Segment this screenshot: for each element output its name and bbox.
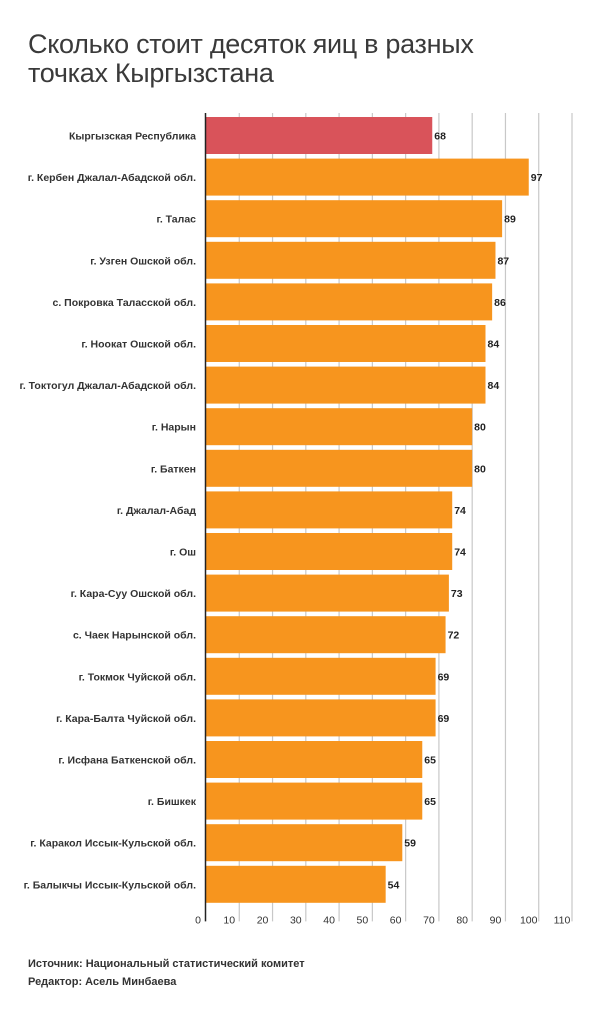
- tick-label: 70: [423, 914, 435, 926]
- value-label: 68: [434, 131, 446, 143]
- bar: [206, 657, 436, 695]
- category-label: г. Ноокат Ошской обл.: [81, 339, 196, 351]
- category-label: г. Каракол Иссык-Кульской обл.: [30, 838, 196, 850]
- category-label: г. Узген Ошской обл.: [90, 255, 196, 267]
- value-label: 74: [454, 505, 466, 517]
- bar: [206, 824, 403, 862]
- bar: [206, 408, 473, 446]
- category-label: г. Кербен Джалал-Абадской обл.: [28, 172, 196, 184]
- value-label: 84: [487, 380, 499, 392]
- value-label: 69: [438, 671, 450, 683]
- footer: Источник: Национальный статистический ко…: [28, 955, 305, 991]
- category-label: г. Кара-Суу Ошской обл.: [71, 588, 196, 600]
- bar: [206, 283, 493, 321]
- tick-label: 90: [490, 914, 502, 926]
- value-label: 73: [451, 588, 463, 600]
- category-label: г. Токтогул Джалал-Абадской обл.: [20, 380, 197, 392]
- value-label: 65: [424, 796, 436, 808]
- bars: [206, 117, 529, 903]
- value-label: 72: [448, 630, 460, 642]
- bar: [206, 158, 529, 196]
- tick-label: 110: [554, 914, 571, 926]
- chart-title-line-1: Сколько стоит десяток яиц в разных: [28, 29, 474, 59]
- chart-title: Сколько стоит десяток яиц в разных точка…: [28, 30, 588, 88]
- bar: [206, 241, 496, 279]
- value-label: 84: [487, 339, 499, 351]
- value-label: 89: [504, 214, 516, 226]
- value-label: 65: [424, 755, 436, 767]
- tick-label: 100: [520, 914, 538, 926]
- bar: [206, 699, 436, 737]
- bar: [206, 616, 446, 654]
- bar: [206, 449, 473, 487]
- value-label: 59: [404, 838, 416, 850]
- category-label: г. Талас: [157, 214, 197, 226]
- value-label: 87: [497, 255, 509, 267]
- bar: [206, 117, 433, 154]
- bar: [206, 325, 486, 362]
- chart-title-line-2: точках Кыргызстана: [28, 58, 274, 88]
- bar: [206, 574, 449, 612]
- bar: [206, 782, 423, 820]
- value-label: 69: [438, 713, 450, 725]
- bar: [206, 491, 453, 529]
- category-label: г. Бишкек: [148, 796, 197, 808]
- category-label: г. Ош: [170, 547, 196, 559]
- bar: [206, 533, 453, 570]
- category-label: с. Чаек Нарынской обл.: [73, 630, 196, 642]
- category-label: г. Токмок Чуйской обл.: [79, 671, 197, 683]
- category-label: г. Исфана Баткенской обл.: [58, 755, 196, 767]
- value-label: 80: [474, 422, 486, 434]
- bar: [206, 741, 423, 778]
- category-label: г. Нарын: [152, 422, 196, 434]
- value-label: 86: [494, 297, 506, 309]
- editor-note: Редактор: Асель Минбаева: [28, 976, 177, 988]
- tick-label: 20: [257, 914, 269, 926]
- value-label: 54: [388, 879, 400, 891]
- source-note: Источник: Национальный статистический ко…: [28, 958, 305, 970]
- category-label: г. Балыкчы Иссык-Кульской обл.: [24, 879, 197, 891]
- tick-label: 80: [456, 914, 468, 926]
- tick-label: 0: [195, 914, 201, 926]
- category-label: г. Джалал-Абад: [117, 505, 196, 517]
- x-axis-ticks: 0 10 20 30 40 50 60 70 80 90 100 110: [195, 914, 570, 926]
- category-label: г. Баткен: [151, 463, 196, 475]
- bar: [206, 366, 486, 404]
- bar: [206, 865, 386, 903]
- bar: [206, 200, 503, 238]
- tick-label: 60: [390, 914, 402, 926]
- category-labels: Кыргызская Республика г. Кербен Джалал-Аб…: [20, 131, 197, 892]
- value-labels: 68 97 89 87 86 84 84 80 80 74 74 73 72 69 69 65 65 59 54: [388, 131, 543, 892]
- category-label: с. Покровка Таласской обл.: [53, 297, 197, 309]
- tick-label: 10: [223, 914, 235, 926]
- category-label: Кыргызская Республика: [69, 131, 196, 143]
- bar-chart: Кыргызская Республика г. Кербен Джалал-Аб…: [20, 113, 573, 926]
- category-label: г. Кара-Балта Чуйской обл.: [56, 713, 196, 725]
- tick-label: 40: [323, 914, 335, 926]
- value-label: 97: [531, 172, 543, 184]
- tick-label: 30: [290, 914, 302, 926]
- tick-label: 50: [357, 914, 369, 926]
- value-label: 74: [454, 547, 466, 559]
- value-label: 80: [474, 463, 486, 475]
